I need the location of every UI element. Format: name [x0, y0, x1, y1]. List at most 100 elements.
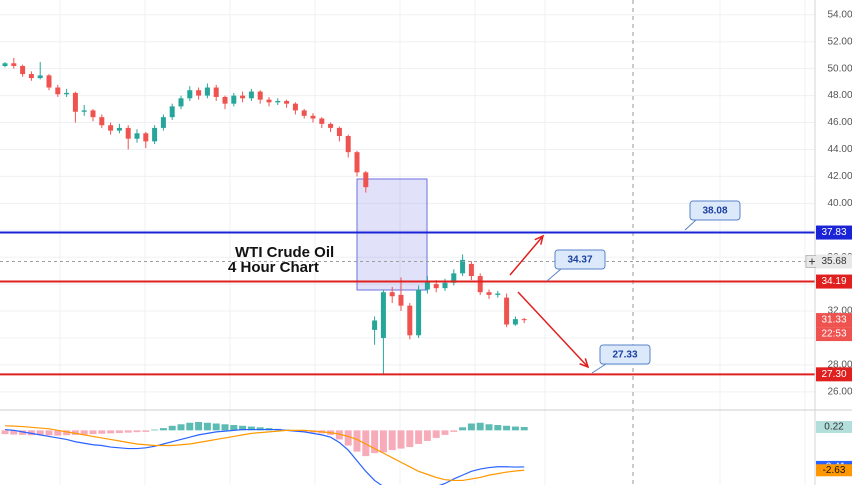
histogram-bar [1, 430, 9, 435]
candle-body [292, 103, 298, 111]
histogram-bar [36, 430, 44, 435]
callout-label: 38.08 [702, 206, 727, 217]
price-tag-label: 34.19 [821, 276, 846, 287]
candle-body [81, 110, 87, 112]
value-tag-label: 0.22 [824, 422, 844, 433]
histogram-bar [397, 430, 405, 449]
candle-body [354, 152, 360, 173]
candle-body [521, 319, 527, 321]
histogram-bar [115, 430, 123, 434]
y-tick-label: 44.00 [827, 144, 852, 155]
histogram-bar [230, 425, 238, 431]
y-tick-label: 28.00 [827, 360, 852, 371]
candle-body [196, 90, 202, 96]
histogram-bar [494, 425, 502, 431]
callout-pointer [546, 268, 562, 282]
candle-body [451, 273, 457, 283]
histogram-bar [379, 430, 387, 453]
value-tag [816, 421, 852, 434]
price-tag-label: 37.83 [821, 227, 846, 238]
histogram-bar [89, 430, 97, 435]
candle-body [64, 92, 70, 95]
histogram-bar [63, 430, 71, 436]
candle-body [442, 282, 448, 289]
histogram-bar [168, 425, 176, 431]
histogram-bar [203, 422, 211, 431]
candle-body [275, 100, 281, 103]
candle-body [398, 294, 404, 306]
chart-title: WTI Crude Oil [235, 244, 334, 261]
y-tick-label: 50.00 [827, 63, 852, 74]
histogram-bar [142, 430, 150, 432]
y-tick-label: 42.00 [827, 171, 852, 182]
callout-pointer [684, 219, 697, 231]
candle-body [125, 127, 131, 139]
candle-body [187, 90, 193, 99]
callout-label: 27.33 [612, 350, 637, 361]
histogram-bar [459, 427, 467, 431]
histogram-bar [124, 430, 132, 433]
candle-body [55, 87, 61, 95]
histogram-bar [107, 430, 115, 434]
candle-body [486, 292, 492, 295]
histogram-bar [441, 430, 449, 435]
histogram-bar [485, 424, 493, 431]
candle-body [363, 172, 369, 188]
callout-box [599, 344, 651, 365]
candle-body [416, 289, 422, 336]
candle-body [512, 319, 518, 325]
histogram-bar [186, 422, 194, 431]
callout-box [554, 249, 606, 270]
candle-body [504, 297, 510, 325]
candle-body [389, 292, 395, 297]
macd-pane [1, 421, 528, 485]
price-tag [816, 313, 852, 328]
candle-body [460, 259, 466, 274]
plus-icon [809, 258, 815, 265]
histogram-bar [300, 430, 308, 432]
candle-body [240, 95, 246, 99]
histogram-bar [151, 429, 159, 431]
candle-body [134, 133, 140, 139]
candle-body [301, 110, 307, 116]
histogram-bar [406, 430, 414, 448]
candle-body [372, 320, 378, 330]
histogram-bar [19, 430, 27, 435]
price-tag-label: 35.68 [821, 256, 846, 267]
histogram-bar [423, 430, 431, 441]
candle-body [266, 99, 272, 103]
candle-body [20, 65, 26, 75]
histogram-bar [239, 425, 247, 431]
value-tag [816, 464, 852, 477]
y-tick-label: 46.00 [827, 117, 852, 128]
histogram-bar [388, 430, 396, 451]
callout-label: 34.37 [567, 255, 592, 266]
arrow [509, 235, 544, 276]
histogram-bar [476, 422, 484, 431]
candle-body [178, 98, 184, 107]
range-box [356, 178, 428, 291]
price-tag-label: 31.33 [821, 315, 846, 326]
candle-body [116, 127, 122, 131]
arrow [517, 291, 589, 368]
histogram-bar [54, 430, 62, 436]
arrow-head [579, 358, 590, 369]
candle-body [345, 136, 351, 153]
histogram-bar [98, 430, 106, 434]
candle-body [46, 75, 52, 88]
histogram-bar [432, 430, 440, 438]
candle-body [336, 127, 342, 136]
histogram-bar [195, 421, 203, 431]
histogram-bar [371, 430, 379, 454]
y-tick-label: 26.00 [827, 386, 852, 397]
candle-body [2, 63, 8, 66]
candle-body [257, 91, 263, 100]
histogram-bar [80, 430, 88, 435]
candle-body [99, 117, 105, 126]
histogram-bar [503, 425, 511, 431]
histogram-bar [353, 430, 361, 452]
y-tick-label: 40.00 [827, 198, 852, 209]
candle-body [72, 92, 78, 112]
candle-body [424, 281, 430, 290]
